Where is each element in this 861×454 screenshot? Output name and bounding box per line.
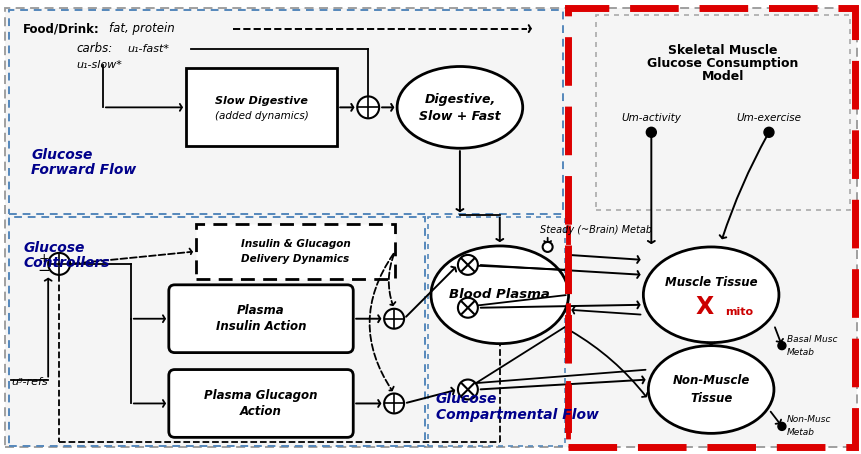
Text: Steady (~Brain) Metab: Steady (~Brain) Metab	[539, 225, 651, 235]
Circle shape	[48, 253, 70, 275]
Bar	[185, 69, 337, 146]
Text: Glucose: Glucose	[23, 241, 84, 255]
Circle shape	[356, 96, 379, 118]
Text: Metab: Metab	[786, 348, 814, 357]
Text: Controllers: Controllers	[23, 256, 109, 270]
Text: Metab: Metab	[786, 428, 814, 437]
Text: Plasma: Plasma	[237, 304, 284, 317]
Bar	[567, 8, 854, 447]
FancyBboxPatch shape	[169, 285, 353, 353]
Circle shape	[457, 255, 477, 275]
Text: mito: mito	[724, 307, 753, 317]
Circle shape	[763, 127, 773, 137]
Ellipse shape	[397, 66, 522, 148]
Circle shape	[457, 298, 477, 318]
Text: fat, protein: fat, protein	[108, 22, 175, 35]
Text: Um-activity: Um-activity	[621, 114, 680, 123]
Text: X: X	[695, 295, 714, 319]
Circle shape	[384, 309, 404, 329]
Bar	[9, 10, 562, 214]
Text: u₁-fast*: u₁-fast*	[127, 44, 169, 54]
Text: +: +	[39, 252, 49, 266]
Text: Insulin Action: Insulin Action	[215, 320, 306, 333]
Text: (added dynamics): (added dynamics)	[214, 111, 308, 121]
Text: Blood Plasma: Blood Plasma	[449, 288, 549, 301]
Text: Skeletal Muscle: Skeletal Muscle	[667, 44, 777, 57]
Text: Slow Digestive: Slow Digestive	[215, 96, 307, 106]
Text: Glucose Consumption: Glucose Consumption	[647, 57, 798, 70]
Text: Tissue: Tissue	[689, 392, 732, 405]
Text: Action: Action	[240, 405, 282, 418]
Text: Um-exercise: Um-exercise	[735, 114, 801, 123]
Text: Muscle Tissue: Muscle Tissue	[664, 276, 757, 289]
Text: Slow + Fast: Slow + Fast	[418, 110, 500, 123]
Text: u₁-slow*: u₁-slow*	[76, 60, 121, 70]
Text: Insulin & Glucagon: Insulin & Glucagon	[240, 239, 350, 249]
Circle shape	[457, 380, 477, 400]
Text: Delivery Dynamics: Delivery Dynamics	[241, 254, 349, 264]
Ellipse shape	[430, 246, 568, 344]
Text: Plasma Glucagon: Plasma Glucagon	[204, 389, 318, 402]
Circle shape	[646, 127, 655, 137]
Text: Digestive,: Digestive,	[424, 93, 495, 106]
Text: Glucose: Glucose	[31, 148, 92, 162]
Text: Non-Muscle: Non-Muscle	[672, 374, 749, 387]
Text: Basal Musc: Basal Musc	[786, 335, 836, 344]
Text: −: −	[38, 263, 51, 278]
Text: Non-Musc: Non-Musc	[786, 415, 831, 424]
Bar	[596, 15, 849, 210]
Ellipse shape	[642, 247, 778, 343]
Circle shape	[777, 422, 785, 430]
Circle shape	[777, 342, 785, 350]
Text: Glucose: Glucose	[436, 392, 497, 406]
Text: Model: Model	[701, 70, 743, 83]
Bar	[9, 217, 424, 446]
Circle shape	[384, 394, 404, 414]
Bar	[428, 217, 564, 446]
Circle shape	[542, 242, 552, 252]
Ellipse shape	[647, 345, 773, 434]
Bar	[195, 224, 394, 279]
FancyBboxPatch shape	[169, 370, 353, 437]
Text: Food/Drink:: Food/Drink:	[23, 22, 100, 35]
Text: Compartmental Flow: Compartmental Flow	[436, 409, 598, 422]
Text: uᵍ-refs: uᵍ-refs	[11, 376, 48, 386]
Text: Forward Flow: Forward Flow	[31, 163, 136, 177]
Text: carbs:: carbs:	[76, 42, 112, 55]
